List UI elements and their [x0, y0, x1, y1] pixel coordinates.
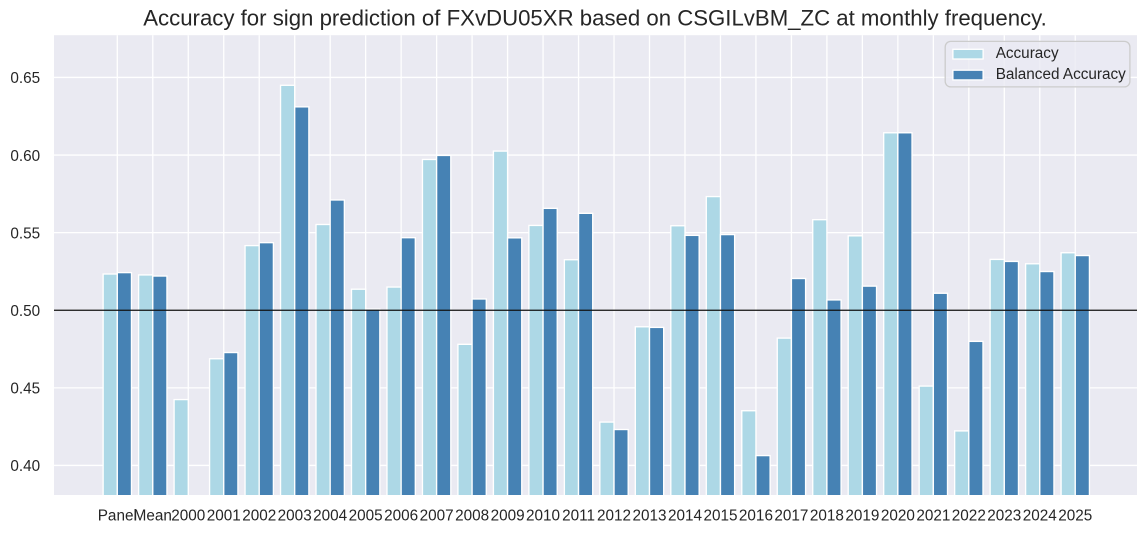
- svg-text:Panel: Panel: [98, 508, 137, 525]
- svg-text:0.50: 0.50: [10, 303, 40, 320]
- svg-text:0.45: 0.45: [10, 381, 40, 398]
- svg-text:2007: 2007: [420, 508, 454, 525]
- svg-text:2019: 2019: [845, 508, 879, 525]
- svg-text:2021: 2021: [916, 508, 950, 525]
- svg-text:2012: 2012: [597, 508, 631, 525]
- svg-text:2014: 2014: [668, 508, 703, 525]
- svg-text:2010: 2010: [526, 508, 560, 525]
- svg-text:2018: 2018: [810, 508, 844, 525]
- svg-text:2015: 2015: [703, 508, 737, 525]
- svg-text:2023: 2023: [987, 508, 1021, 525]
- svg-text:2024: 2024: [1023, 508, 1058, 525]
- svg-text:2025: 2025: [1058, 508, 1092, 525]
- svg-text:2011: 2011: [562, 508, 595, 525]
- svg-text:2005: 2005: [349, 508, 383, 525]
- svg-text:2006: 2006: [384, 508, 418, 525]
- svg-text:2020: 2020: [881, 508, 915, 525]
- svg-text:2009: 2009: [491, 508, 525, 525]
- svg-text:Mean: Mean: [134, 508, 172, 525]
- svg-text:2003: 2003: [278, 508, 312, 525]
- svg-text:2022: 2022: [952, 508, 986, 525]
- svg-text:2008: 2008: [455, 508, 489, 525]
- svg-text:2016: 2016: [739, 508, 773, 525]
- svg-text:2013: 2013: [632, 508, 666, 525]
- svg-text:Balanced Accuracy: Balanced Accuracy: [996, 66, 1126, 83]
- svg-text:2002: 2002: [242, 508, 276, 525]
- svg-text:2004: 2004: [313, 508, 348, 525]
- svg-text:2017: 2017: [774, 508, 808, 525]
- svg-text:2000: 2000: [171, 508, 205, 525]
- svg-text:2001: 2001: [207, 508, 241, 525]
- svg-text:0.55: 0.55: [10, 225, 40, 242]
- svg-text:0.40: 0.40: [10, 458, 40, 475]
- svg-text:0.60: 0.60: [10, 148, 40, 165]
- svg-text:Accuracy for sign prediction o: Accuracy for sign prediction of FXvDU05X…: [143, 6, 1047, 31]
- svg-text:0.65: 0.65: [10, 70, 40, 87]
- svg-text:Accuracy: Accuracy: [996, 45, 1059, 62]
